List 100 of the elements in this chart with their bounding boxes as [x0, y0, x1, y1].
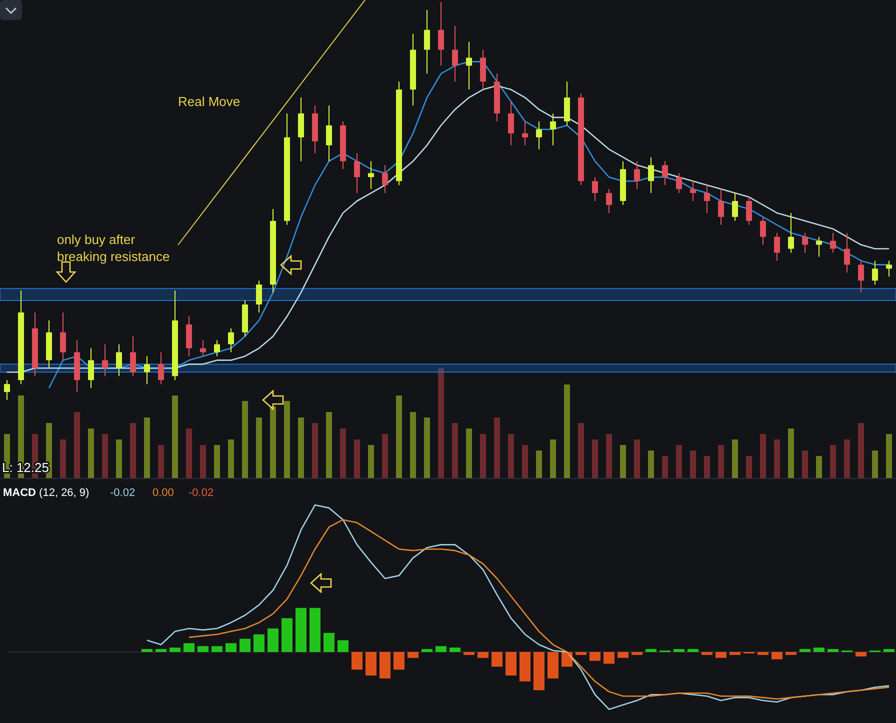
bar [704, 456, 710, 478]
bar [130, 423, 136, 478]
bar [74, 412, 80, 478]
candlestick [830, 232, 836, 254]
candlestick [158, 352, 164, 385]
bar [830, 445, 836, 478]
bar [564, 384, 570, 478]
candlestick [788, 212, 794, 254]
bar [816, 456, 822, 478]
bar [662, 456, 668, 478]
candlestick [760, 216, 766, 246]
bar [620, 445, 626, 478]
chart-title: MACD (12, 26, 9) [3, 487, 90, 499]
bar [814, 648, 824, 652]
candlestick [508, 101, 514, 146]
bar [228, 440, 234, 478]
candlestick [88, 348, 94, 389]
bar [688, 649, 698, 652]
bar [534, 652, 544, 690]
bar [618, 652, 628, 658]
candlestick [326, 104, 332, 162]
bar [242, 401, 248, 478]
candlestick [368, 160, 374, 190]
bar [340, 428, 346, 478]
candlestick [298, 97, 304, 162]
bar [828, 649, 838, 652]
candlestick [732, 192, 738, 222]
bar [270, 406, 276, 478]
bar [352, 652, 362, 670]
bar [142, 649, 152, 652]
candlestick [480, 49, 486, 90]
candlestick [634, 160, 640, 190]
candlestick [60, 312, 66, 361]
candlestick [214, 340, 220, 357]
candlestick [550, 112, 556, 146]
candlestick [606, 188, 612, 214]
candlestick [592, 176, 598, 202]
candlestick [536, 120, 542, 150]
bar [438, 368, 444, 478]
bar [702, 652, 712, 655]
annotation: L: 12.25 [2, 460, 49, 475]
candlestick [102, 344, 108, 377]
bar [718, 445, 724, 478]
candlestick [648, 156, 654, 194]
candlestick [424, 9, 430, 74]
candlestick [382, 164, 388, 194]
bar [158, 445, 164, 478]
text: -0.02 [110, 487, 136, 499]
bar [464, 652, 474, 655]
bar [746, 456, 752, 478]
bar [310, 608, 320, 652]
bar [298, 418, 304, 478]
bar [424, 418, 430, 478]
bar [282, 618, 292, 652]
bar [508, 434, 514, 478]
bar [88, 428, 94, 478]
bar [522, 445, 528, 478]
candlestick [228, 328, 234, 353]
bar [324, 632, 334, 652]
bar [494, 418, 500, 478]
candlestick [662, 160, 668, 186]
bar [632, 652, 642, 655]
bar [254, 634, 264, 652]
bar [466, 428, 472, 478]
bar [730, 652, 740, 655]
bar [326, 412, 332, 478]
bar [60, 440, 66, 478]
candlestick [802, 232, 808, 254]
candlestick [354, 152, 360, 194]
candlestick [816, 236, 822, 258]
bar [268, 628, 278, 652]
bar [226, 643, 236, 652]
bar [590, 652, 600, 661]
bar [170, 648, 180, 652]
bar [296, 608, 306, 652]
candlestick [774, 232, 780, 262]
bar [788, 428, 794, 478]
bar [382, 434, 388, 478]
bar [186, 428, 192, 478]
bar [156, 649, 166, 652]
bar [634, 440, 640, 478]
bar [646, 649, 656, 652]
bar [184, 643, 194, 652]
candlestick [522, 120, 528, 146]
candlestick [564, 81, 570, 126]
bar [450, 648, 460, 652]
bar [576, 652, 586, 655]
bar [774, 440, 780, 478]
candlestick [858, 260, 864, 294]
bar [800, 649, 810, 652]
text: 0.00 [152, 487, 174, 499]
bar [578, 423, 584, 478]
bar [520, 652, 530, 682]
bar [506, 652, 516, 676]
bar [886, 434, 892, 478]
bar [548, 652, 558, 678]
bar [410, 412, 416, 478]
bar [214, 445, 220, 478]
bar [368, 445, 374, 478]
bar [856, 652, 866, 656]
